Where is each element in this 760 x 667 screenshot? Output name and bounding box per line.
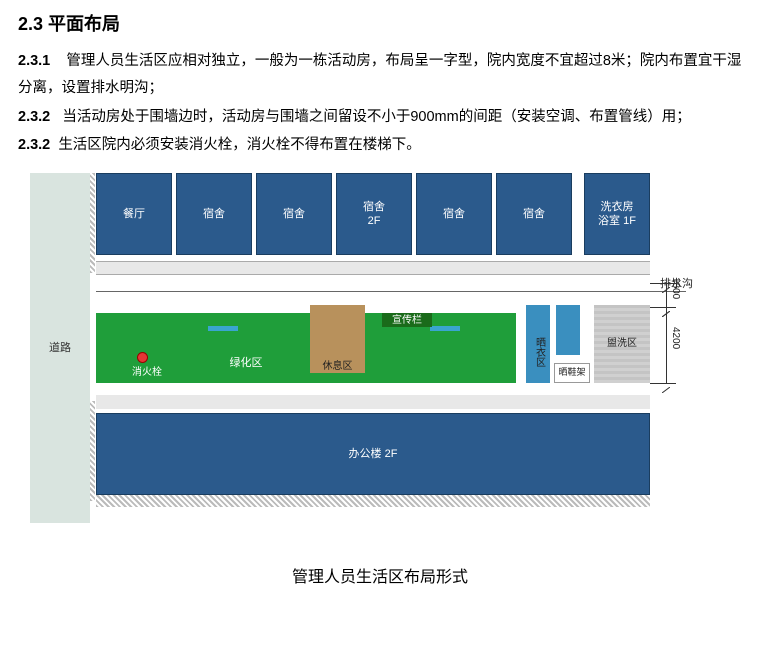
para-text: 管理人员生活区应相对独立，一般为一栋活动房，布局呈一字型，院内宽度不宜超过8米；… (18, 53, 741, 96)
paragraph-232b: 2.3.2 生活区院内必须安装消火栓，消火栓不得布置在楼梯下。 (18, 132, 742, 159)
canteen-block: 餐厅 (96, 173, 172, 255)
walkway-bottom (96, 395, 650, 409)
para-num: 2.3.1 (18, 53, 50, 69)
diagram-caption: 管理人员生活区布局形式 (18, 563, 742, 587)
road-block: 道路 (30, 173, 90, 523)
dorm-block: 宿舍 (496, 173, 572, 255)
laundry-block: 洗衣房 浴室 1F (584, 173, 650, 255)
dorm-block: 宿舍 (176, 173, 252, 255)
hang-clothes-label: 晒衣区 (524, 337, 554, 367)
floor-plan-diagram: 道路餐厅宿舍宿舍宿舍 2F宿舍宿舍洗衣房 浴室 1F排水沟绿化区消火栓休息区宣传… (18, 173, 742, 523)
dorm2f-block: 宿舍 2F (336, 173, 412, 255)
paragraph-231: 2.3.1 管理人员生活区应相对独立，一般为一栋活动房，布局呈一字型，院内宽度不… (18, 48, 742, 102)
para-text: 生活区院内必须安装消火栓，消火栓不得布置在楼梯下。 (58, 137, 421, 153)
hatch-top (90, 173, 95, 273)
section-heading: 2.3 平面布局 (18, 10, 742, 36)
hang-clothes-block-2 (556, 305, 580, 355)
dim-label: 4200 (670, 327, 681, 349)
para-num: 2.3.2 (18, 137, 50, 153)
dorm-block: 宿舍 (416, 173, 492, 255)
bench-1 (208, 326, 238, 331)
para-num: 2.3.2 (18, 109, 50, 125)
walkway-top-border (96, 261, 650, 275)
rest-label: 休息区 (314, 359, 361, 373)
wash-label: 盥洗区 (600, 335, 644, 351)
dorm-block: 宿舍 (256, 173, 332, 255)
para-text: 当活动房处于围墙边时，活动房与围墙之间留设不小于900mm的间距（安装空调、布置… (62, 109, 690, 125)
hydrant-dot (136, 351, 148, 363)
hatch-bottom2 (96, 495, 650, 507)
hatch-bottom (90, 401, 95, 501)
paragraph-232a: 2.3.2 当活动房处于围墙边时，活动房与围墙之间留设不小于900mm的间距（安… (18, 104, 742, 131)
shoerack-block: 晒鞋架 (554, 363, 590, 383)
greening-label: 绿化区 (216, 355, 276, 371)
bench-2 (430, 326, 460, 331)
drain-line (96, 291, 686, 292)
hydrant-label: 消火栓 (122, 365, 172, 379)
banner-block: 宣传栏 (382, 313, 432, 327)
office-block: 办公楼 2F (96, 413, 650, 495)
dim-label: 1800 (670, 277, 681, 299)
